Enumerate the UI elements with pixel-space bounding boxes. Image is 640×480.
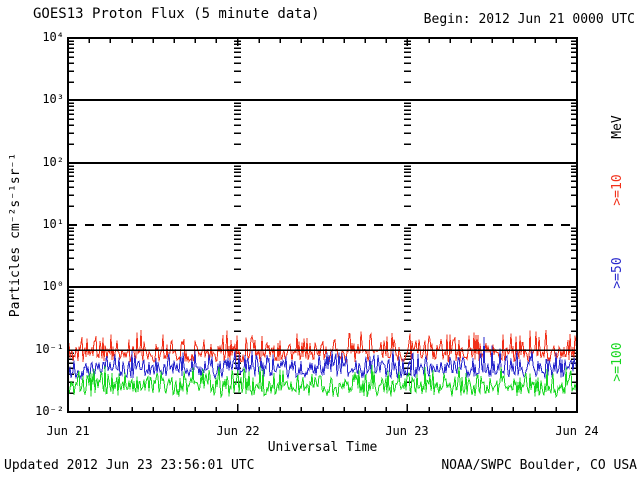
x-axis-label: Universal Time	[267, 440, 378, 455]
y-tick-label: 10¹	[42, 217, 64, 231]
x-tick-label: Jun 21	[46, 424, 90, 438]
legend-ge50-label: >=50	[610, 257, 625, 289]
y-axis-label: Particles cm⁻²s⁻¹sr⁻¹	[8, 152, 23, 318]
y-tick-label: 10⁻¹	[35, 342, 64, 356]
y-tick-label: 10⁻²	[35, 404, 64, 418]
legend-ge100-label: >=100	[610, 342, 625, 382]
y-tick-label: 10⁰	[42, 279, 64, 293]
x-tick-label: Jun 23	[385, 424, 429, 438]
chart-title: GOES13 Proton Flux (5 minute data)	[33, 6, 320, 22]
updated-timestamp: Updated 2012 Jun 23 23:56:01 UTC	[4, 458, 255, 473]
y-tick-label: 10⁴	[42, 30, 64, 44]
x-tick-label: Jun 22	[216, 424, 260, 438]
y-tick-label: 10²	[42, 155, 64, 169]
y-tick-label: 10³	[42, 92, 64, 106]
x-tick-label: Jun 24	[555, 424, 599, 438]
begin-timestamp: Begin: 2012 Jun 21 0000 UTC	[423, 12, 635, 27]
legend-ge10-label: >=10	[610, 174, 625, 206]
credit-label: NOAA/SWPC Boulder, CO USA	[441, 458, 637, 473]
